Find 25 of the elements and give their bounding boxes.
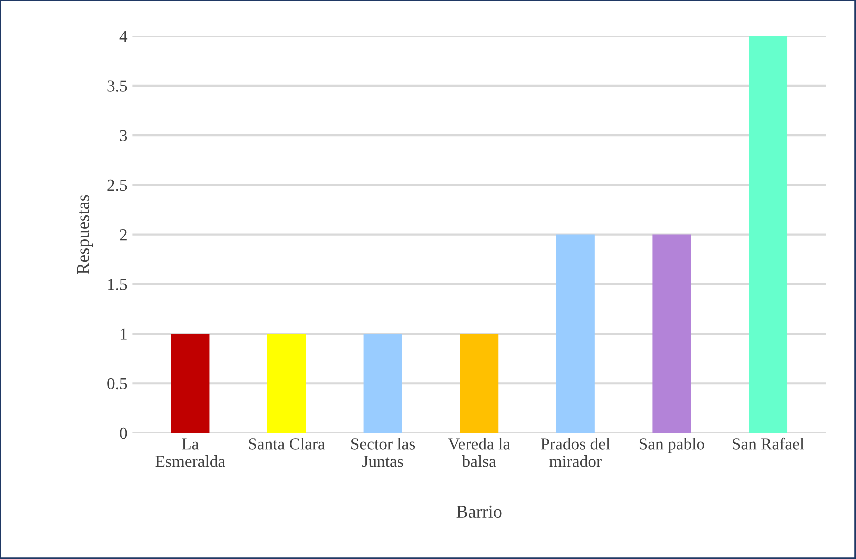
x-tick-label: Prados del mirador — [541, 438, 610, 468]
x-axis-title: Barrio — [456, 506, 502, 518]
bar — [364, 334, 402, 434]
bar — [460, 334, 499, 434]
bar — [652, 234, 692, 434]
x-tick-label: Santa Clara — [249, 438, 326, 450]
y-tick-label: 3 — [120, 130, 128, 142]
y-tick-label: 0 — [120, 428, 128, 440]
y-tick-label: 4 — [120, 31, 128, 42]
y-tick-label: 2.5 — [108, 180, 128, 192]
y-tick-label: 1.5 — [108, 279, 128, 290]
bar — [556, 234, 595, 434]
x-tick-label: San pablo — [640, 438, 704, 454]
y-tick-label: 1 — [120, 328, 127, 340]
bar — [749, 36, 788, 434]
x-tick-label: La Esmeralda — [156, 438, 226, 468]
bar — [171, 334, 210, 434]
y-tick-label: 2 — [120, 230, 127, 241]
x-tick-label: Vereda la balsa — [448, 438, 510, 468]
y-tick-label: 0.5 — [108, 378, 128, 390]
y-axis-title: Respuestas — [77, 195, 94, 274]
y-tick-label: 3.5 — [108, 80, 128, 92]
bar — [268, 334, 306, 434]
x-tick-label: San Rafael — [733, 438, 804, 450]
x-tick-label: Sector las Juntas — [352, 438, 416, 468]
